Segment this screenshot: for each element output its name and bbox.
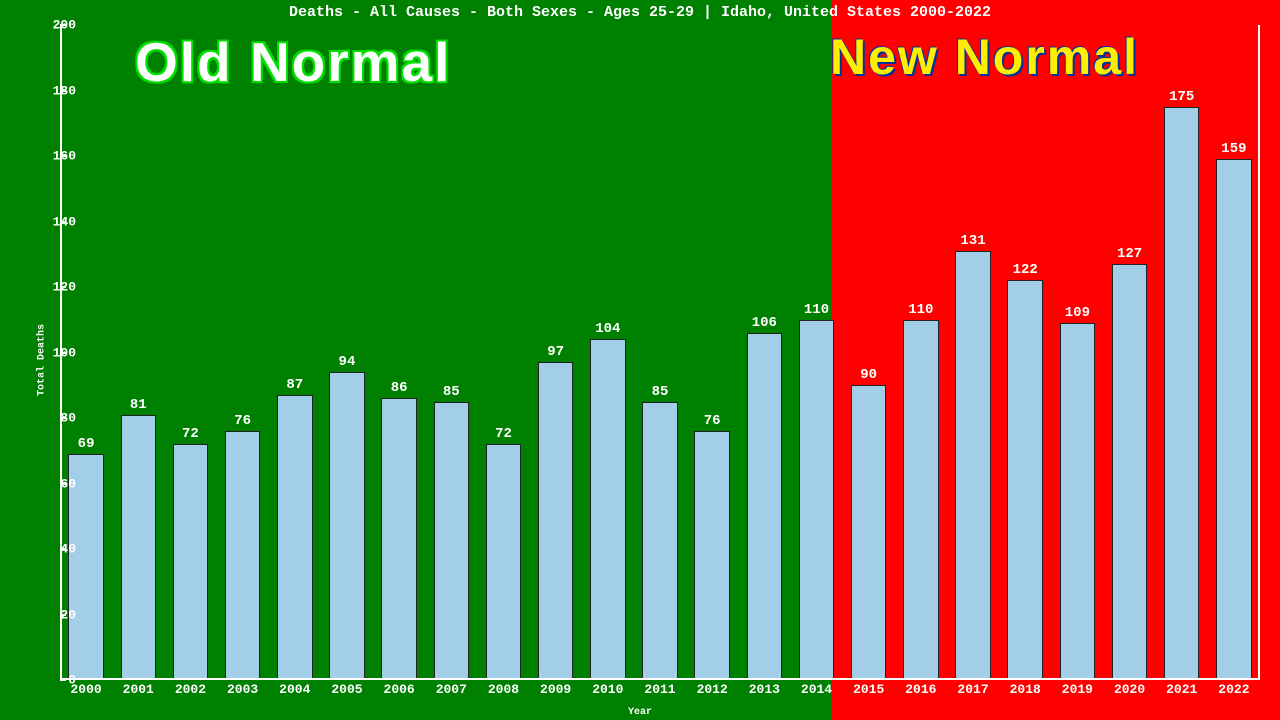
x-tick-label: 2000 [70,682,101,697]
y-tick-mark [60,614,66,616]
bar [277,395,312,680]
bar-value-label: 94 [339,354,356,370]
bar [225,431,260,680]
bar-value-label: 81 [130,397,147,413]
bar [1007,280,1042,680]
y-tick-mark [60,417,66,419]
x-tick-label: 2015 [853,682,884,697]
bar [538,362,573,680]
bar-value-label: 175 [1169,89,1194,105]
y-axis-label: Total Deaths [37,324,48,396]
bar [486,444,521,680]
x-tick-label: 2022 [1218,682,1249,697]
bar-value-label: 76 [234,413,251,429]
x-tick-label: 2013 [749,682,780,697]
bar-value-label: 122 [1013,262,1038,278]
x-tick-label: 2006 [384,682,415,697]
bar [381,398,416,680]
x-tick-label: 2008 [488,682,519,697]
bar-value-label: 97 [547,344,564,360]
x-tick-label: 2002 [175,682,206,697]
bar [173,444,208,680]
bar [590,339,625,680]
bar-value-label: 109 [1065,305,1090,321]
x-tick-label: 2016 [905,682,936,697]
x-tick-label: 2007 [436,682,467,697]
y-tick-mark [60,221,66,223]
bar [329,372,364,680]
y-tick-mark [60,90,66,92]
bar [1112,264,1147,680]
y-tick-mark [60,352,66,354]
plot-area [60,25,1260,680]
bar-value-label: 104 [595,321,620,337]
bar-value-label: 72 [182,426,199,442]
bar-value-label: 110 [804,302,829,318]
y-tick-mark [60,24,66,26]
bar [121,415,156,680]
x-tick-label: 2004 [279,682,310,697]
x-tick-label: 2003 [227,682,258,697]
bar-value-label: 72 [495,426,512,442]
bar [694,431,729,680]
chart-root: Deaths - All Causes - Both Sexes - Ages … [0,0,1280,720]
bar [799,320,834,680]
bar-value-label: 76 [704,413,721,429]
x-tick-label: 2017 [957,682,988,697]
x-tick-label: 2019 [1062,682,1093,697]
bar [851,385,886,680]
bar-value-label: 87 [286,377,303,393]
x-tick-label: 2014 [801,682,832,697]
y-tick-mark [60,155,66,157]
bar-value-label: 159 [1221,141,1246,157]
chart-title: Deaths - All Causes - Both Sexes - Ages … [0,4,1280,21]
bar-value-label: 86 [391,380,408,396]
x-tick-label: 2001 [123,682,154,697]
y-tick-mark [60,679,66,681]
annotation-text: Old Normal [135,30,451,94]
x-tick-label: 2012 [697,682,728,697]
bar [747,333,782,680]
bar [1216,159,1251,680]
bar-value-label: 85 [443,384,460,400]
bar [434,402,469,680]
bar [955,251,990,680]
bar-value-label: 106 [752,315,777,331]
bar [642,402,677,680]
x-tick-label: 2010 [592,682,623,697]
y-tick-mark [60,286,66,288]
bar [1164,107,1199,680]
bar-value-label: 127 [1117,246,1142,262]
bar-value-label: 85 [652,384,669,400]
bar-value-label: 90 [860,367,877,383]
annotation-text: New Normal [830,28,1139,86]
bar-value-label: 69 [78,436,95,452]
x-tick-label: 2021 [1166,682,1197,697]
bar [1060,323,1095,680]
x-tick-label: 2005 [331,682,362,697]
bar [903,320,938,680]
bar-value-label: 131 [960,233,985,249]
x-tick-label: 2009 [540,682,571,697]
bar-value-label: 110 [908,302,933,318]
x-tick-label: 2020 [1114,682,1145,697]
x-axis-label: Year [0,707,1280,718]
y-tick-mark [60,483,66,485]
x-tick-label: 2018 [1010,682,1041,697]
x-tick-label: 2011 [644,682,675,697]
y-tick-mark [60,548,66,550]
